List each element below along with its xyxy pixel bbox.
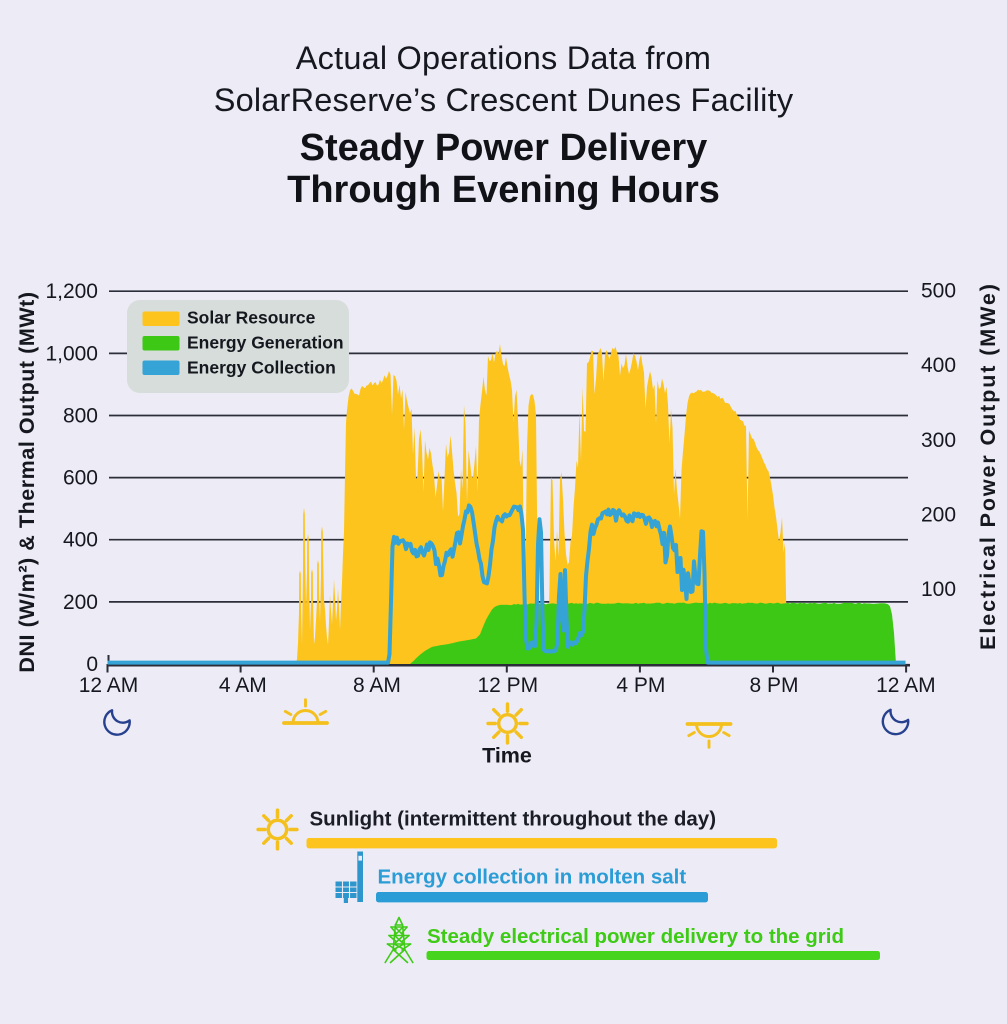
svg-text:8 AM: 8 AM xyxy=(353,674,401,697)
svg-text:200: 200 xyxy=(63,591,98,614)
svg-text:Time: Time xyxy=(482,744,532,768)
svg-text:4 AM: 4 AM xyxy=(219,674,267,697)
svg-text:400: 400 xyxy=(63,529,98,552)
svg-text:800: 800 xyxy=(63,405,98,428)
svg-text:400: 400 xyxy=(921,354,956,377)
svg-text:1,200: 1,200 xyxy=(45,280,98,303)
svg-text:1,000: 1,000 xyxy=(45,342,98,365)
svg-text:Electrical Power Output (MWe): Electrical Power Output (MWe) xyxy=(976,282,1000,650)
svg-text:Energy collection in molten sa: Energy collection in molten salt xyxy=(378,866,687,889)
svg-text:8 PM: 8 PM xyxy=(749,674,798,697)
svg-text:12 AM: 12 AM xyxy=(876,674,936,697)
svg-text:600: 600 xyxy=(63,467,98,490)
svg-text:500: 500 xyxy=(921,279,956,302)
svg-text:300: 300 xyxy=(921,429,956,452)
svg-text:200: 200 xyxy=(921,504,956,527)
svg-text:Energy Generation: Energy Generation xyxy=(187,333,344,353)
svg-text:Energy Collection: Energy Collection xyxy=(187,358,336,378)
svg-text:12 PM: 12 PM xyxy=(477,674,538,697)
svg-text:Sunlight (intermittent through: Sunlight (intermittent throughout the da… xyxy=(310,808,717,831)
svg-text:12 AM: 12 AM xyxy=(79,674,139,697)
svg-text:100: 100 xyxy=(921,578,956,601)
svg-text:4 PM: 4 PM xyxy=(616,674,665,697)
svg-text:Steady electrical power delive: Steady electrical power delivery to the … xyxy=(427,925,844,948)
svg-text:DNI (W/m²) & Thermal Output (M: DNI (W/m²) & Thermal Output (MWt) xyxy=(15,291,39,672)
svg-text:Solar Resource: Solar Resource xyxy=(187,308,316,328)
svg-text:0: 0 xyxy=(86,653,98,676)
